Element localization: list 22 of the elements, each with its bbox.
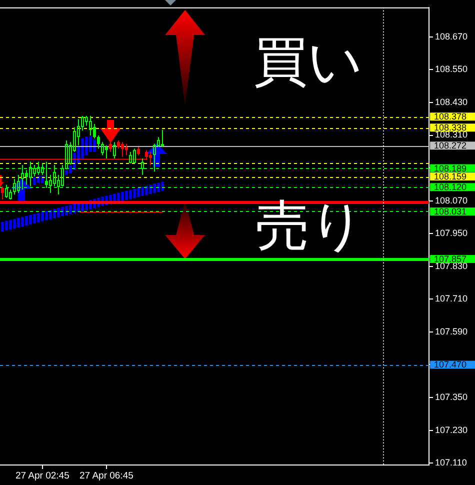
- y-tick-label: 107.710: [435, 294, 468, 304]
- ref-line-label: 108.120: [434, 182, 467, 192]
- y-tick-label: 107.230: [435, 424, 468, 435]
- ref-line-label: 107.857: [434, 254, 467, 264]
- ref-line-label: 108.031: [434, 206, 467, 216]
- y-tick-label: 108.430: [435, 96, 468, 107]
- y-tick-label: 107.950: [435, 228, 468, 238]
- x-tick-label: 27 Apr 02:45: [15, 470, 70, 482]
- ref-line-label: 107.470: [434, 360, 467, 370]
- y-tick-label: 107.110: [435, 458, 467, 468]
- ref-line-label: 108.378: [434, 112, 467, 122]
- ref-line-label: 108.272: [434, 140, 467, 151]
- ref-line-label: 108.189: [434, 163, 467, 174]
- x-tick-label: 27 Apr 06:45: [80, 470, 134, 482]
- y-tick-label: 107.590: [435, 326, 468, 336]
- annotation: 買い: [254, 30, 362, 93]
- y-tick-label: 107.350: [435, 392, 468, 402]
- annotation: 売り: [256, 194, 364, 257]
- ref-line-label: 108.159: [434, 171, 467, 182]
- y-tick-label: 108.550: [435, 64, 468, 74]
- y-tick-label: 108.670: [435, 31, 468, 42]
- y-tick-label: 108.070: [435, 195, 468, 206]
